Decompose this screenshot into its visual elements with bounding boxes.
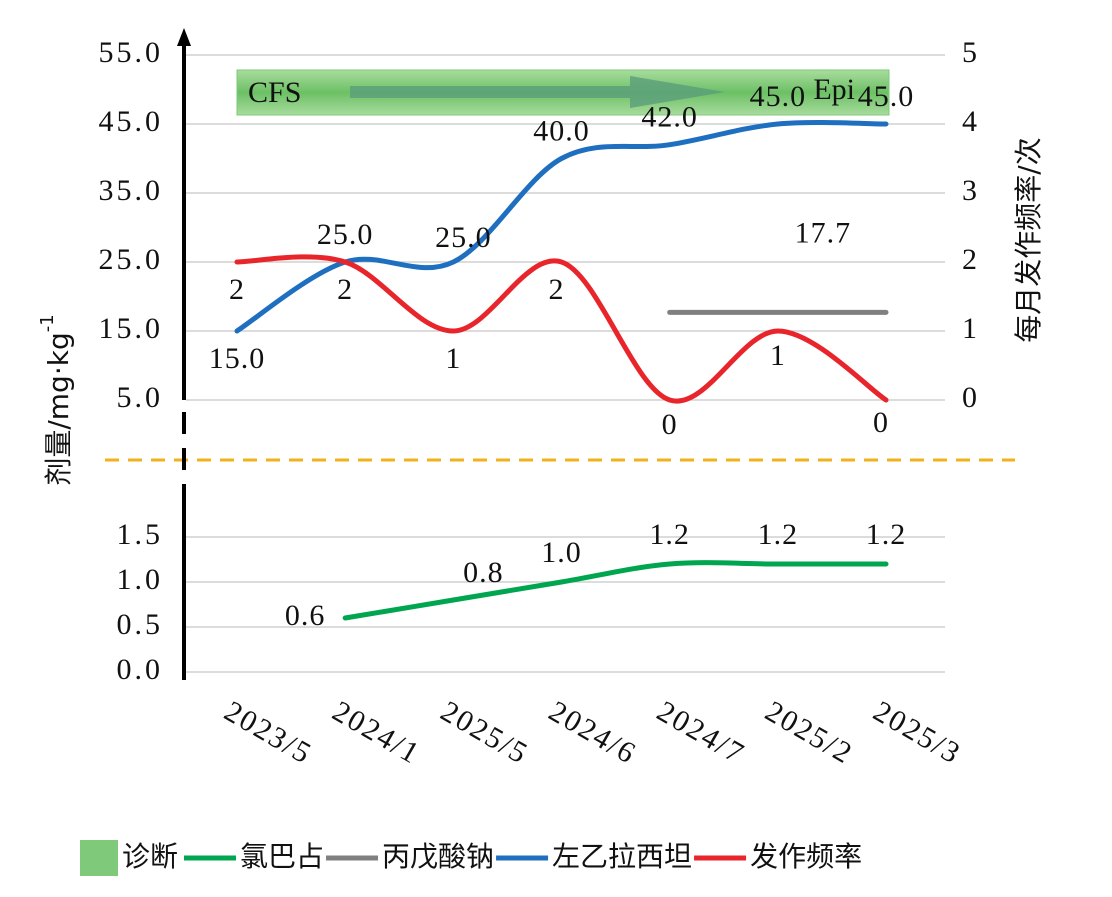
data-label: 0.6 [285, 599, 326, 632]
y-axis-title: 剂量/mg·kg-1 [37, 314, 75, 485]
x-tick-label: 2024/1 [327, 695, 426, 771]
y-tick-label: 0.0 [117, 653, 164, 686]
y-tick-label: 15.0 [99, 312, 164, 345]
y2-axis-title: 每月发作频率/次 [1012, 137, 1045, 342]
data-label: 25.0 [317, 218, 374, 251]
data-label: 1.2 [758, 518, 799, 551]
data-label: 1.2 [649, 518, 690, 551]
y-tick-label: 45.0 [99, 105, 164, 138]
y-title-text: 剂量/mg·kg [42, 332, 75, 485]
y-tick-label: 25.0 [99, 243, 164, 276]
x-tick-label: 2024/6 [543, 695, 642, 771]
legend-label: 诊断 [122, 840, 178, 873]
data-label: 2 [549, 273, 565, 306]
data-label: 1.2 [866, 518, 907, 551]
data-label: 0 [662, 408, 678, 441]
x-tick-label: 2025/3 [868, 695, 967, 771]
data-label: 40.0 [533, 114, 590, 147]
y-tick-label: 55.0 [99, 36, 164, 69]
legend-label: 氯巴占 [240, 840, 324, 873]
data-label: 15.0 [209, 342, 266, 375]
diagnosis-end: Epi [813, 73, 855, 106]
x-tick-label: 2025/5 [435, 695, 534, 771]
y-tick-label: 0.5 [117, 608, 164, 641]
series-line [342, 560, 889, 621]
legend-swatch [80, 840, 118, 876]
y2-tick-label: 3 [962, 174, 977, 207]
y-tick-label: 35.0 [99, 174, 164, 207]
y2-tick-label: 5 [962, 36, 977, 69]
data-label: 1 [770, 339, 786, 372]
y2-tick-label: 0 [962, 381, 977, 414]
y-tick-label: 5.0 [117, 381, 164, 414]
legend-label: 丙戊酸钠 [382, 840, 494, 873]
data-label: 45.0 [858, 80, 915, 113]
data-label: 0.8 [463, 556, 504, 589]
data-label: 0 [873, 406, 889, 439]
data-label: 45.0 [750, 80, 807, 113]
data-label: 17.7 [795, 216, 852, 249]
data-label: 25.0 [435, 221, 492, 254]
data-label: 2 [337, 273, 353, 306]
data-label: 1 [445, 342, 461, 375]
data-label: 42.0 [641, 101, 698, 134]
data-label: 1.0 [541, 536, 582, 569]
y2-tick-label: 1 [962, 312, 977, 345]
y-title-sup: -1 [37, 314, 58, 332]
legend-label: 发作频率 [750, 840, 862, 873]
y2-tick-label: 2 [962, 243, 977, 276]
x-tick-label: 2023/5 [219, 695, 318, 771]
y-tick-label: 1.0 [117, 563, 164, 596]
y2-tick-label: 4 [962, 105, 977, 138]
diagnosis-start: CFS [248, 76, 301, 109]
diagnosis-arrow [350, 76, 725, 108]
axis-arrow [177, 28, 191, 46]
x-tick-label: 2024/7 [651, 695, 750, 771]
y-tick-label: 1.5 [117, 518, 164, 551]
series-line [234, 254, 889, 404]
x-tick-label: 2025/2 [760, 695, 859, 771]
legend-label: 左乙拉西坦 [552, 840, 692, 873]
data-label: 2 [229, 273, 245, 306]
